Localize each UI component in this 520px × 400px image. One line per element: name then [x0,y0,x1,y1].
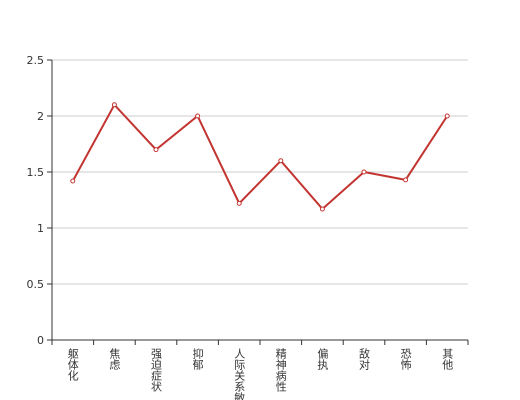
point [403,177,409,183]
x-tick-label: 偏执 [316,347,329,371]
x-tick-label: 躯体化 [66,348,79,382]
y-tick-label: 1 [37,222,44,235]
x-tick-label: 抑郁 [191,347,204,370]
point [153,147,159,153]
point [361,169,367,175]
point [278,158,284,164]
point [70,178,76,184]
x-tick-label: 焦虑 [108,348,121,370]
point [236,200,242,206]
line [71,103,449,211]
point [111,102,117,108]
x-tick-label: 精神病性 [274,348,287,393]
x-tick-label: 其他 [441,348,454,370]
point [195,113,201,119]
point [319,206,325,212]
point [444,113,450,119]
x-tick-label: 强迫症状 [150,348,163,392]
x-tick-label: 恐怖 [399,348,412,370]
y-tick-label: 2.5 [27,54,45,67]
x-tick-label: 人际关系敏感 [233,348,246,400]
y-tick-label: 1.5 [27,166,45,179]
y-tick-label: 0.5 [27,278,45,291]
y-tick-label: 2 [37,110,44,123]
y-tick-label: 0 [37,334,44,347]
x-tick-label: 敌对 [358,347,371,370]
